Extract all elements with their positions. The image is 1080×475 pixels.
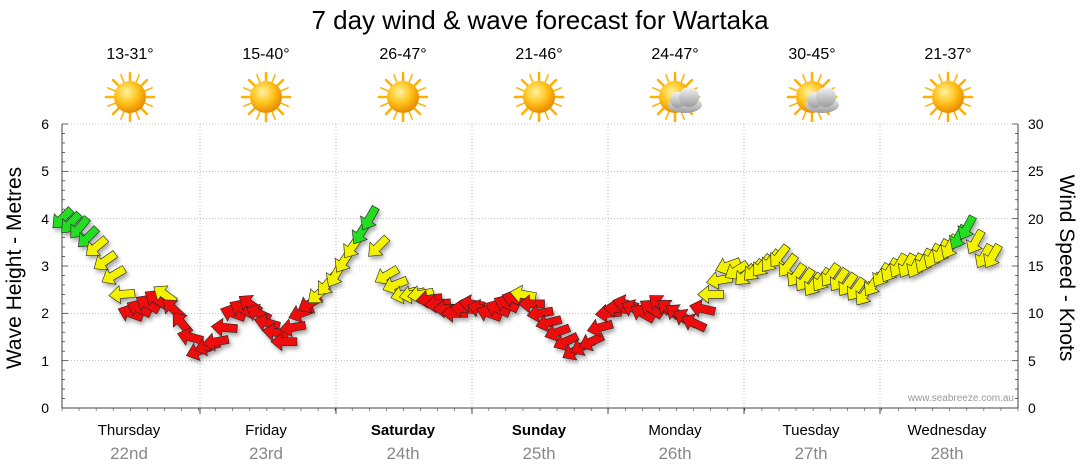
- wind-arrow: [368, 234, 391, 257]
- left-tick-label: 2: [41, 305, 49, 321]
- wind-arrow: [509, 284, 537, 304]
- plot-area: [61, 123, 1019, 414]
- day-axis-labels: Thursday Friday Saturday Sunday Monday T…: [98, 422, 987, 463]
- wind-arrow: [689, 298, 717, 318]
- day-label-friday: Friday: [245, 422, 287, 439]
- wind-arrow: [101, 265, 127, 285]
- date-label-wednesday: 28th: [930, 444, 963, 463]
- wind-arrow: [270, 332, 298, 352]
- temp-label-friday: 15-40°: [242, 46, 289, 63]
- temp-label-saturday: 26-47°: [379, 46, 426, 63]
- right-axis-ticks: 0 5 10 15 20 25 30: [1028, 116, 1044, 416]
- wind-arrow: [202, 332, 230, 352]
- wind-arrow: [93, 250, 119, 271]
- sun-icon: [377, 71, 429, 123]
- wind-arrow: [957, 214, 977, 240]
- right-tick-label: 30: [1028, 116, 1044, 132]
- wind-arrow: [778, 252, 799, 277]
- weather-header: 13-31° 15-40° 26-47° 21-46° 24-47° 30-45…: [104, 46, 974, 123]
- partly-cloudy-icon: [649, 71, 702, 123]
- date-label-thursday: 22nd: [110, 444, 148, 463]
- right-tick-label: 5: [1028, 353, 1036, 369]
- date-label-monday: 26th: [658, 444, 691, 463]
- left-tick-label: 4: [41, 211, 49, 227]
- wind-arrow: [578, 332, 606, 352]
- left-tick-label: 3: [41, 258, 49, 274]
- wind-arrow: [586, 318, 614, 338]
- wind-arrow: [424, 294, 452, 314]
- wind-arrows: [52, 205, 1003, 361]
- wind-arrow: [108, 284, 136, 305]
- wind-arrow: [983, 242, 1003, 269]
- sun-icon: [240, 71, 292, 123]
- left-axis-ticks: 0 1 2 3 4 5 6: [41, 116, 49, 416]
- wind-arrow: [78, 225, 101, 248]
- wind-arrow: [70, 215, 91, 239]
- temp-label-monday: 24-47°: [651, 46, 698, 63]
- right-axis-title: Wind Speed - Knots: [1055, 175, 1078, 362]
- wind-arrow: [697, 284, 725, 305]
- day-label-thursday: Thursday: [98, 422, 161, 439]
- left-axis-title: Wave Height - Metres: [3, 167, 26, 369]
- sun-icon: [513, 71, 565, 123]
- date-label-saturday: 24th: [386, 444, 419, 463]
- wind-arrow: [518, 294, 545, 314]
- wind-arrow: [360, 205, 380, 231]
- chart-title: 7 day wind & wave forecast for Wartaka: [311, 5, 769, 35]
- date-label-sunday: 25th: [522, 444, 555, 463]
- right-tick-label: 20: [1028, 211, 1044, 227]
- credit-text: www.seabreeze.com.au: [907, 393, 1014, 404]
- right-tick-label: 0: [1028, 400, 1036, 416]
- right-tick-label: 10: [1028, 305, 1044, 321]
- left-tick-label: 6: [41, 116, 49, 132]
- wind-arrow: [966, 228, 986, 255]
- temp-label-thursday: 13-31°: [106, 46, 153, 63]
- day-label-monday: Monday: [648, 422, 702, 439]
- left-tick-label: 1: [41, 353, 49, 369]
- wind-arrow: [279, 318, 307, 338]
- date-label-friday: 23rd: [249, 444, 283, 463]
- day-label-saturday: Saturday: [371, 422, 436, 439]
- day-label-wednesday: Wednesday: [908, 422, 987, 439]
- day-label-sunday: Sunday: [512, 422, 567, 439]
- minor-ticks: [61, 123, 1019, 414]
- temp-label-wednesday: 21-37°: [924, 46, 971, 63]
- wind-arrow: [681, 313, 708, 333]
- right-tick-label: 15: [1028, 258, 1044, 274]
- left-tick-label: 0: [41, 400, 49, 416]
- wind-arrow: [85, 235, 110, 256]
- left-tick-label: 5: [41, 163, 49, 179]
- partly-cloudy-icon: [786, 71, 839, 123]
- day-label-tuesday: Tuesday: [783, 422, 840, 439]
- wind-arrow: [770, 243, 791, 268]
- sun-icon: [922, 71, 974, 123]
- wind-arrow: [210, 317, 238, 337]
- temp-label-sunday: 21-46°: [515, 46, 562, 63]
- date-label-tuesday: 27th: [794, 444, 827, 463]
- right-tick-label: 25: [1028, 163, 1044, 179]
- temp-label-tuesday: 30-45°: [788, 46, 835, 63]
- sun-icon: [104, 71, 156, 123]
